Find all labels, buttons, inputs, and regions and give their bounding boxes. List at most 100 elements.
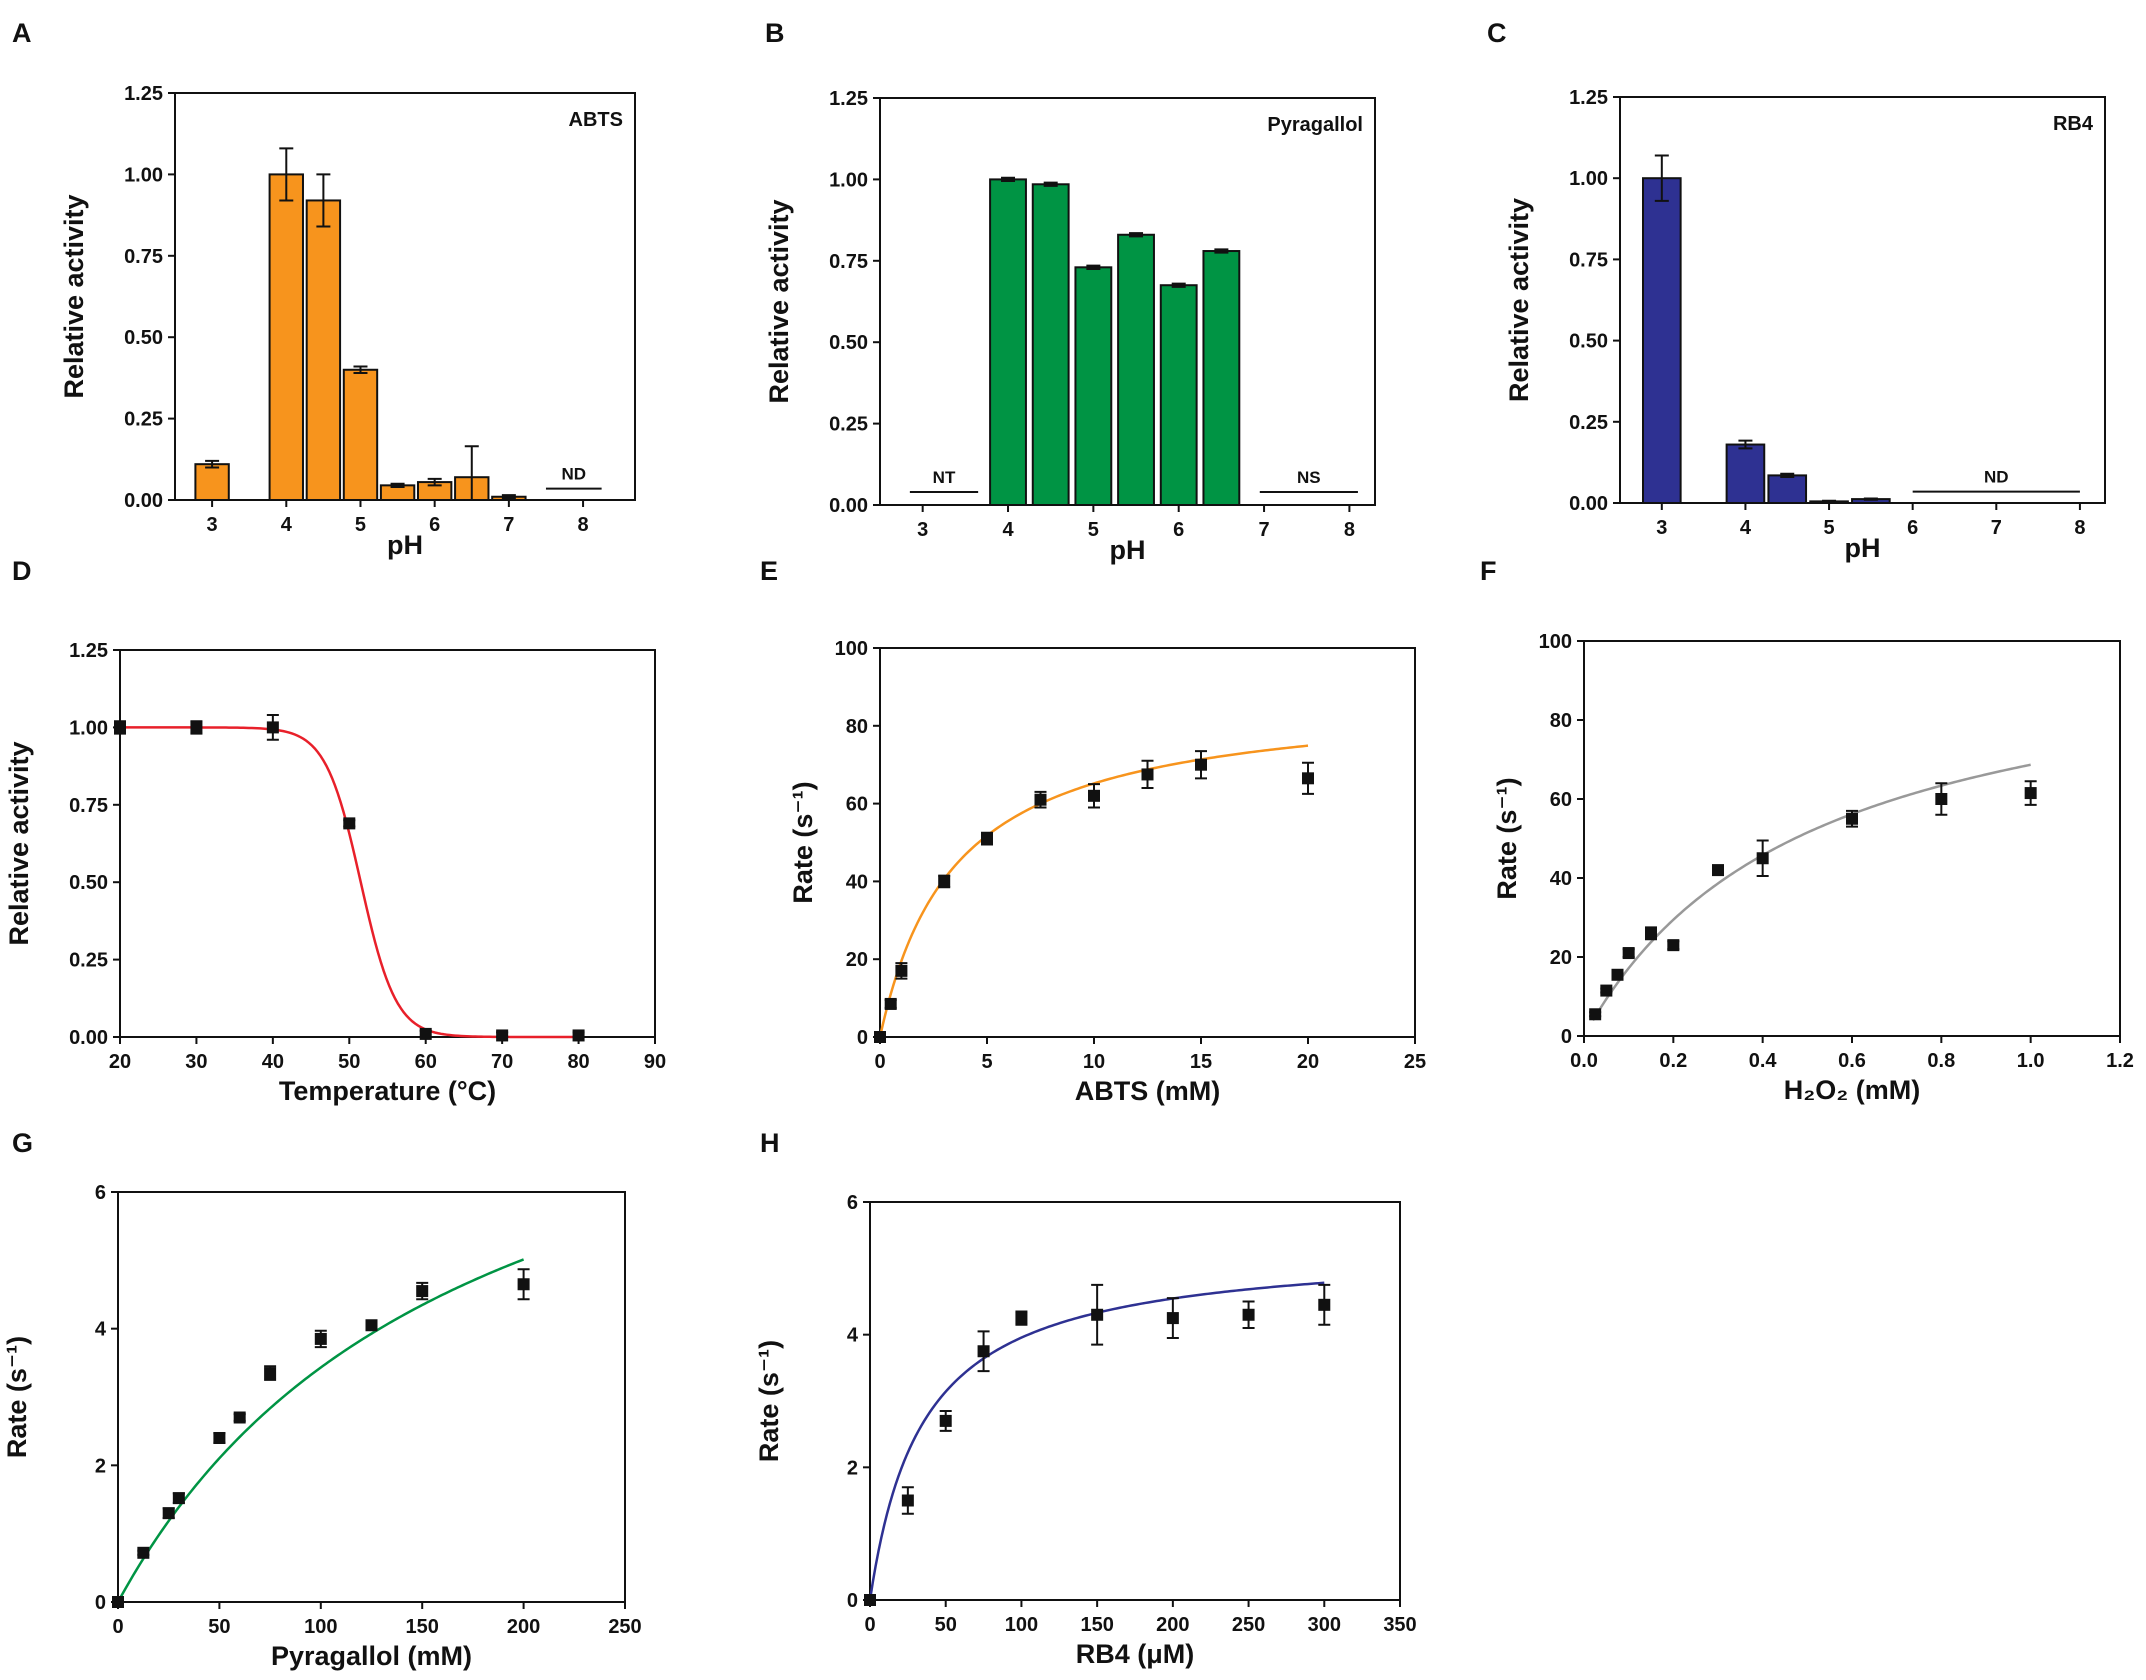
error-bar	[427, 477, 442, 487]
bar	[1725, 443, 1766, 505]
data-point	[343, 817, 356, 830]
y-tick-label: 0.00	[1569, 493, 1608, 515]
error-bar	[1214, 248, 1229, 254]
y-tick-label: 40	[1550, 868, 1572, 890]
data-point	[2024, 787, 2037, 800]
x-axis-title: pH	[387, 530, 423, 560]
bar	[1767, 474, 1808, 504]
error-bar	[1780, 472, 1795, 479]
panel-letter: E	[760, 556, 778, 586]
data-point	[874, 1031, 886, 1043]
y-tick-label: 0.50	[124, 327, 163, 349]
data-point	[517, 1278, 530, 1291]
y-tick-label: 1.00	[69, 717, 108, 739]
data-point	[1712, 864, 1724, 877]
y-axis-title: Relative activity	[59, 194, 89, 398]
x-tick-label: 150	[1080, 1614, 1113, 1636]
x-tick-label: 8	[578, 514, 589, 536]
y-tick-label: 0.50	[829, 332, 868, 354]
data-point	[416, 1285, 429, 1298]
x-tick-label: 100	[1005, 1614, 1038, 1636]
data-point	[864, 1594, 876, 1606]
x-tick-label: 350	[1383, 1614, 1416, 1636]
chart-panel-e: E 0 20 40 60 80 100 0 5 10 15 20 25 ABTS (mM) Rate (s⁻…	[760, 556, 1426, 1106]
y-tick-label: 0.25	[69, 950, 108, 972]
data-point	[1166, 1312, 1179, 1325]
bar	[1202, 250, 1241, 506]
x-tick-label: 0	[864, 1614, 875, 1636]
chart-panel-c: C 0.00 0.25 0.50 0.75 1.00 1.25 3 4 5 6 7 8 pH Relativ…	[1487, 18, 2106, 563]
data-point	[1645, 927, 1657, 940]
y-axis-title: Rate (s⁻¹)	[754, 1340, 784, 1462]
bar	[342, 368, 379, 502]
data-point	[1015, 1312, 1028, 1325]
x-tick-label: 6	[1907, 517, 1918, 539]
error-bar	[501, 494, 516, 500]
x-tick-label: 200	[507, 1616, 540, 1638]
x-tick-label: 50	[208, 1616, 230, 1638]
x-tick-label: 8	[2074, 517, 2085, 539]
data-point	[1088, 789, 1100, 802]
bar	[305, 199, 342, 501]
error-bar	[1171, 282, 1186, 288]
data-point	[1034, 793, 1047, 806]
y-tick-label: 40	[846, 871, 868, 893]
y-tick-label: 0.50	[69, 872, 108, 894]
panel-letter: D	[12, 556, 32, 586]
y-tick-label: 6	[95, 1182, 106, 1204]
error-bar	[1654, 154, 1669, 202]
y-tick-label: 1.25	[69, 640, 108, 662]
y-tick-label: 80	[846, 716, 868, 738]
x-tick-label: 0.8	[1927, 1050, 1955, 1072]
x-tick-label: 4	[1002, 519, 1014, 541]
chart-panel-g: G 0 2 4 6 0 50 100 150 200 250 Pyragallol (mM) Rate …	[2, 1128, 642, 1671]
x-axis-title: Pyragallol (mM)	[271, 1641, 472, 1671]
error-bar	[1129, 232, 1144, 238]
x-tick-label: 100	[304, 1616, 337, 1638]
data-point	[1846, 812, 1858, 825]
y-tick-label: 0.75	[1569, 249, 1608, 271]
data-point	[112, 1596, 124, 1608]
bar	[194, 463, 230, 501]
error-bar	[1086, 264, 1101, 270]
x-tick-label: 250	[608, 1616, 641, 1638]
x-tick-label: 0	[874, 1051, 885, 1073]
annotation-label: NS	[1297, 468, 1321, 487]
data-point	[981, 832, 993, 845]
data-point	[190, 721, 203, 734]
x-tick-label: 5	[1088, 519, 1099, 541]
x-tick-label: 30	[185, 1051, 207, 1073]
x-tick-label: 80	[567, 1051, 589, 1073]
x-tick-label: 7	[1991, 517, 2002, 539]
y-tick-label: 80	[1550, 710, 1572, 732]
data-point	[1611, 968, 1624, 981]
x-tick-label: 200	[1156, 1614, 1189, 1636]
y-tick-label: 0	[95, 1592, 106, 1614]
x-tick-label: 0	[112, 1616, 123, 1638]
y-tick-label: 60	[1550, 789, 1572, 811]
data-point	[1141, 768, 1154, 781]
y-axis-title: Relative activity	[764, 199, 794, 403]
data-point	[1756, 852, 1769, 865]
panel-letter: H	[760, 1128, 780, 1158]
error-bar	[1738, 439, 1753, 450]
y-tick-label: 2	[95, 1455, 106, 1477]
error-bar	[353, 365, 368, 375]
y-tick-label: 1.25	[124, 83, 163, 105]
x-tick-label: 150	[406, 1616, 439, 1638]
data-point	[213, 1432, 226, 1444]
plot-frame	[1583, 640, 2121, 1037]
x-axis-title: H₂O₂ (mM)	[1784, 1075, 1920, 1105]
data-point	[938, 875, 951, 888]
x-tick-label: 7	[1258, 519, 1269, 541]
data-point	[233, 1411, 246, 1424]
y-tick-label: 60	[846, 794, 868, 816]
y-tick-label: 0.75	[69, 795, 108, 817]
x-tick-label: 50	[935, 1614, 957, 1636]
chart-panel-a: A 0.00 0.25 0.50 0.75 1.00 1.25 3 4 5 6 7 8 pH Relativ…	[12, 18, 636, 560]
data-point	[1242, 1308, 1255, 1321]
x-tick-label: 8	[1344, 519, 1355, 541]
chart-panel-d: D 0.00 0.25 0.50 0.75 1.00 1.25 20 30 40 50 60 70 80 9…	[4, 556, 666, 1106]
y-tick-label: 0.00	[69, 1027, 108, 1049]
annotation-label: ND	[562, 465, 587, 484]
